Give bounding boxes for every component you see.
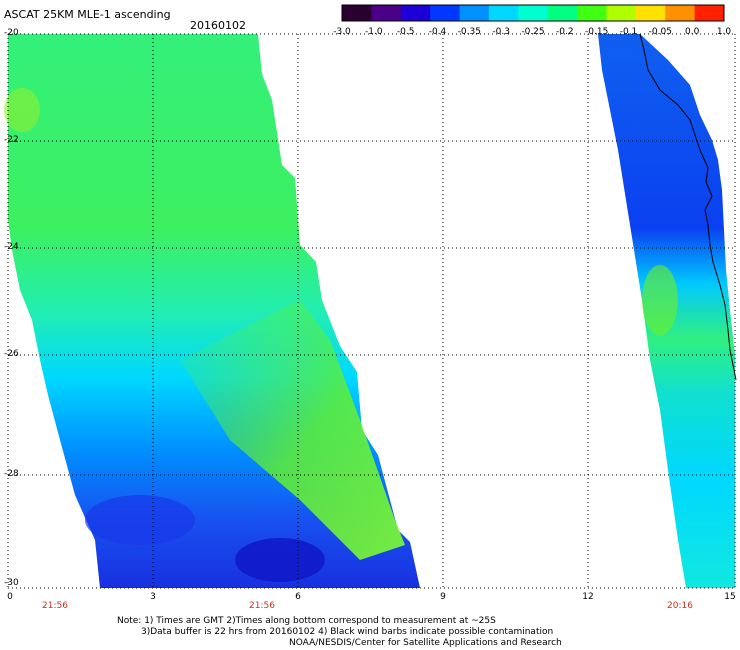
lat-label: -20 <box>4 28 19 38</box>
lon-label: 6 <box>295 592 301 602</box>
note-line-3: NOAA/NESDIS/Center for Satellite Applica… <box>289 638 562 648</box>
colorbar-swatch <box>606 5 637 21</box>
colorbar-tick-label: -1.0 <box>365 27 383 37</box>
lat-label: -24 <box>4 242 19 252</box>
colorbar-tick-label: -0.4 <box>428 27 447 37</box>
colorbar-tick-label: -0.1 <box>619 27 638 37</box>
map-title: ASCAT 25KM MLE-1 ascending <box>4 8 171 21</box>
lat-label: -22 <box>4 135 19 145</box>
colorbar-tick-label: 1.0 <box>716 27 732 37</box>
map-date: 20160102 <box>190 19 246 32</box>
colorbar-tick-label: -0.35 <box>457 27 481 37</box>
colorbar-swatch <box>577 5 607 21</box>
lon-label: 15 <box>724 592 736 602</box>
right-swath <box>598 34 735 588</box>
colorbar-swatch <box>459 5 490 21</box>
note-line-1: Note: 1) Times are GMT 2)Times along bot… <box>117 616 496 626</box>
colorbar-swatch <box>371 5 402 21</box>
colorbar-tick-label: -3.0 <box>333 27 351 37</box>
lon-label: 3 <box>150 592 156 602</box>
left-swath <box>4 34 420 588</box>
colorbar-tick-label: -0.3 <box>492 27 510 37</box>
colorbar-swatch <box>342 5 372 21</box>
time-label: 20:16 <box>667 601 693 611</box>
colorbar-swatch <box>518 5 549 21</box>
lat-label: -26 <box>4 349 19 359</box>
colorbar-swatch <box>400 5 431 21</box>
colorbar-swatch <box>694 5 725 21</box>
coastline <box>639 33 737 381</box>
lat-label: -28 <box>4 469 19 479</box>
colorbar-swatch <box>430 5 461 21</box>
colorbar-swatch <box>488 5 519 21</box>
colorbar-border <box>341 4 725 22</box>
lon-label: 9 <box>440 592 446 602</box>
note-line-2: 3)Data buffer is 22 hrs from 20160102 4)… <box>141 627 554 637</box>
colorbar-tick-label: 0.0 <box>684 27 700 37</box>
colorbar-swatch <box>547 5 578 21</box>
colorbar <box>341 4 725 22</box>
time-label: 21:56 <box>42 601 68 611</box>
colorbar-tick-label: -0.25 <box>521 27 545 37</box>
colorbar-tick-label: -0.5 <box>396 27 415 37</box>
lon-label: 12 <box>582 592 594 602</box>
lat-label: -30 <box>4 578 19 588</box>
lon-label: 0 <box>7 592 13 602</box>
colorbar-tick-label: -0.05 <box>648 27 672 37</box>
colorbar-tick-label: -0.15 <box>585 27 609 37</box>
colorbar-swatch <box>665 5 696 21</box>
time-label: 21:56 <box>249 601 275 611</box>
colorbar-swatch <box>635 5 666 21</box>
grid-lines <box>7 33 736 589</box>
colorbar-tick-label: -0.2 <box>556 27 574 37</box>
colorbar-labels: -3.0 -1.0 -0.5 -0.4 -0.35 -0.3 -0.25 -0.2 -0.15-… <box>330 27 732 39</box>
